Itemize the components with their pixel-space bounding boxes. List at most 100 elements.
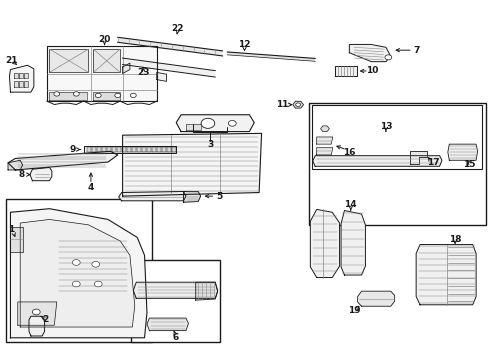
Polygon shape [176, 115, 254, 132]
Polygon shape [20, 220, 135, 327]
Polygon shape [29, 316, 44, 336]
Text: 20: 20 [98, 35, 110, 44]
Polygon shape [312, 156, 441, 166]
Polygon shape [49, 93, 87, 100]
Polygon shape [97, 147, 101, 152]
Circle shape [72, 281, 80, 287]
Text: 22: 22 [171, 24, 183, 33]
Circle shape [130, 93, 136, 98]
Polygon shape [157, 147, 161, 152]
Polygon shape [47, 45, 157, 101]
Circle shape [94, 281, 102, 287]
Circle shape [95, 93, 101, 98]
Text: 3: 3 [207, 140, 213, 149]
Text: 15: 15 [462, 160, 474, 169]
Polygon shape [87, 147, 91, 152]
Polygon shape [137, 147, 141, 152]
Polygon shape [340, 211, 365, 275]
Polygon shape [183, 192, 200, 202]
Text: 2: 2 [42, 315, 49, 324]
Bar [308, 103, 485, 225]
Polygon shape [162, 147, 166, 152]
Text: 9: 9 [69, 145, 76, 154]
Bar [5, 199, 152, 342]
Bar [131, 260, 220, 342]
Polygon shape [357, 291, 394, 306]
Polygon shape [19, 81, 22, 87]
Polygon shape [447, 144, 477, 160]
Polygon shape [122, 134, 261, 196]
Polygon shape [122, 63, 130, 73]
Polygon shape [93, 49, 120, 72]
Polygon shape [185, 125, 200, 130]
Text: 12: 12 [238, 40, 250, 49]
Text: 13: 13 [379, 122, 391, 131]
Polygon shape [8, 160, 22, 170]
Polygon shape [142, 147, 146, 152]
Text: 19: 19 [347, 306, 360, 315]
Polygon shape [122, 147, 126, 152]
Polygon shape [30, 167, 52, 181]
Polygon shape [147, 147, 151, 152]
Polygon shape [8, 151, 118, 170]
Text: 23: 23 [137, 68, 149, 77]
Circle shape [201, 118, 214, 129]
Text: 10: 10 [366, 67, 378, 76]
Circle shape [73, 92, 79, 96]
Polygon shape [117, 147, 121, 152]
Text: 21: 21 [5, 56, 18, 65]
Text: 18: 18 [448, 235, 461, 244]
Polygon shape [127, 147, 131, 152]
Polygon shape [157, 72, 166, 81]
Polygon shape [122, 58, 215, 77]
Polygon shape [24, 73, 27, 78]
Circle shape [228, 121, 236, 126]
Polygon shape [310, 210, 339, 278]
Polygon shape [14, 81, 18, 87]
Polygon shape [119, 192, 185, 201]
Polygon shape [14, 73, 18, 78]
Text: 4: 4 [87, 183, 94, 192]
Text: 11: 11 [276, 100, 288, 109]
Polygon shape [195, 282, 217, 300]
Polygon shape [292, 101, 303, 108]
Polygon shape [334, 66, 356, 76]
Text: 7: 7 [412, 46, 419, 55]
Polygon shape [172, 147, 176, 152]
Circle shape [54, 92, 60, 96]
Polygon shape [316, 148, 332, 155]
Polygon shape [112, 147, 116, 152]
Polygon shape [93, 93, 120, 100]
Text: 8: 8 [18, 170, 24, 179]
Text: 14: 14 [344, 200, 356, 209]
Text: 17: 17 [427, 158, 439, 167]
Polygon shape [10, 226, 22, 252]
Circle shape [32, 309, 40, 315]
Text: 16: 16 [343, 148, 355, 157]
Circle shape [92, 261, 100, 267]
Polygon shape [147, 318, 188, 330]
Polygon shape [167, 147, 171, 152]
Polygon shape [83, 146, 176, 153]
Polygon shape [24, 81, 27, 87]
Circle shape [115, 93, 121, 98]
Text: 6: 6 [172, 333, 178, 342]
Polygon shape [118, 37, 222, 56]
Circle shape [384, 55, 391, 60]
Circle shape [72, 260, 80, 265]
Polygon shape [152, 147, 156, 152]
Polygon shape [19, 73, 22, 78]
Polygon shape [10, 209, 147, 338]
Polygon shape [409, 151, 427, 164]
Text: 1: 1 [8, 225, 15, 234]
Circle shape [295, 103, 300, 107]
Polygon shape [415, 244, 475, 305]
Polygon shape [107, 147, 111, 152]
Text: 5: 5 [216, 192, 222, 201]
Polygon shape [102, 147, 106, 152]
Polygon shape [132, 147, 136, 152]
Polygon shape [18, 302, 57, 325]
Polygon shape [133, 282, 217, 298]
Polygon shape [9, 65, 34, 92]
Polygon shape [348, 44, 390, 62]
